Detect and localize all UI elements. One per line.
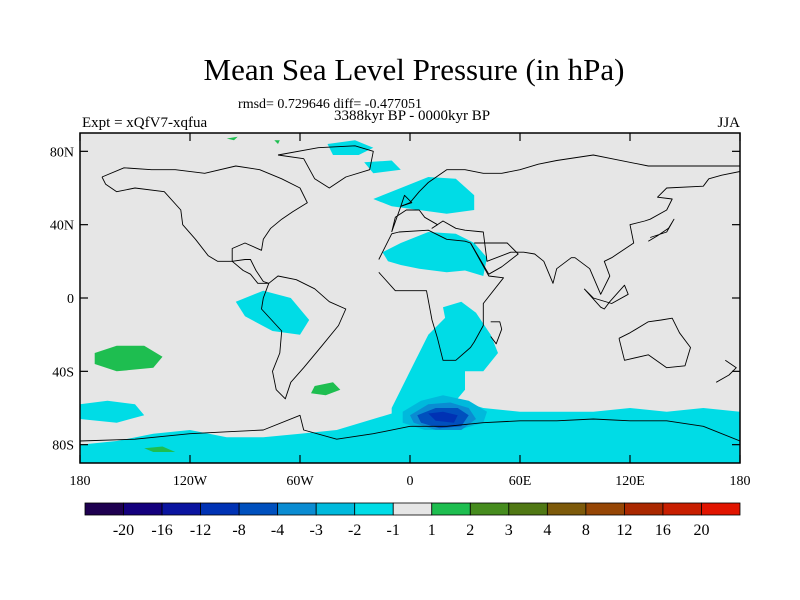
coastline-antarctica (80, 414, 740, 442)
chart-title: Mean Sea Level Pressure (in hPa) (204, 52, 625, 87)
experiment-label: Expt = xQfV7-xqfua (82, 115, 207, 131)
colorbar-label: -1 (387, 522, 400, 539)
x-tick-label: 60E (509, 474, 532, 489)
colorbar-swatch (508, 502, 548, 516)
x-tick-label: 180 (730, 474, 751, 489)
anomaly-region-17 (274, 140, 280, 144)
x-tick-label: 180 (70, 474, 91, 489)
anomaly-region-16 (226, 136, 238, 141)
colorbar-swatch (546, 502, 587, 516)
coastline-eurasia (391, 154, 740, 295)
coastline-north-america (101, 165, 308, 262)
anomaly-region-3 (443, 301, 498, 372)
colorbar-swatch (161, 502, 201, 516)
coastline-arabia (470, 242, 519, 275)
x-tick-label: 60W (286, 474, 314, 489)
anomaly-region-2 (382, 232, 487, 276)
colorbar-swatch (469, 502, 510, 516)
colorbar-swatch (123, 502, 163, 516)
anomaly-region-1 (391, 316, 465, 419)
coastline-africa (378, 229, 504, 361)
anomaly-region-8 (364, 160, 401, 174)
colorbar-swatch (431, 502, 471, 516)
colorbar-label: 12 (616, 522, 632, 539)
anomaly-region-4 (373, 177, 475, 214)
colorbar-label: 8 (582, 522, 590, 539)
y-axis: 80N 40N 0 40S 80S (50, 145, 740, 454)
period-line: 3388kyr BP - 0000kyr BP (334, 108, 490, 124)
season-label: JJA (717, 115, 740, 131)
colorbar-swatch (200, 502, 240, 516)
colorbar-label: -8 (232, 522, 245, 539)
y-tick-label: 40S (52, 365, 74, 380)
colorbar-label: 16 (655, 522, 671, 539)
map-area (79, 132, 741, 464)
colorbar-swatch (354, 502, 394, 516)
colorbar-swatch (315, 502, 356, 516)
colorbar-label: -16 (151, 522, 172, 539)
colorbar-swatch (277, 502, 317, 516)
colorbar-label: -20 (113, 522, 134, 539)
y-tick-label: 80N (50, 145, 74, 160)
anomaly-region-7 (327, 140, 374, 155)
x-axis: 180 120W 60W 0 60E 120E 180 (70, 133, 751, 489)
x-tick-label: 120W (173, 474, 208, 489)
colorbar-label: 2 (466, 522, 474, 539)
coastline-madagascar (490, 321, 503, 345)
colorbar: -20 -16 -12 -8 -4 -3 -2 -1 1 2 3 4 8 12 16 20 (84, 502, 741, 539)
x-tick-label: 0 (407, 474, 414, 489)
coastline-great-britain (400, 194, 413, 207)
anomaly-region-14 (311, 382, 341, 396)
colorbar-label: -4 (271, 522, 284, 539)
anomaly-region-12 (428, 411, 458, 423)
coastline-greenland (277, 145, 374, 189)
stats-line: rmsd= 0.729646 diff= -0.477051 (238, 97, 422, 112)
colorbar-swatch (624, 502, 664, 516)
colorbar-label: 4 (543, 522, 551, 539)
anomaly-region-13 (94, 345, 163, 372)
colorbar-swatch (662, 502, 702, 516)
y-tick-label: 40N (50, 219, 74, 234)
colorbar-label: -3 (310, 522, 323, 539)
colorbar-swatch (392, 502, 433, 516)
colorbar-label: -12 (190, 522, 211, 539)
colorbar-label: -2 (348, 522, 361, 539)
coastline-australia (618, 317, 691, 369)
colorbar-swatch (84, 502, 124, 516)
y-tick-label: 80S (52, 439, 74, 454)
y-tick-label: 0 (67, 292, 74, 307)
anomaly-layer (80, 136, 740, 463)
anomaly-region-5 (235, 290, 310, 335)
coastline-central-america (231, 259, 270, 284)
coastline-borneo-sumatra (583, 284, 629, 310)
coastline-japan (648, 218, 675, 242)
coastline-south-america (261, 275, 347, 400)
anomaly-region-15 (144, 446, 176, 452)
x-tick-label: 120E (615, 474, 645, 489)
colorbar-label: 1 (428, 522, 436, 539)
colorbar-label: 20 (694, 522, 710, 539)
colorbar-swatch (701, 502, 741, 516)
colorbar-label: 3 (505, 522, 513, 539)
anomaly-region-0 (80, 397, 740, 463)
colorbar-swatch (238, 502, 279, 516)
colorbar-swatch (585, 502, 625, 516)
anomaly-region-6 (80, 400, 145, 423)
